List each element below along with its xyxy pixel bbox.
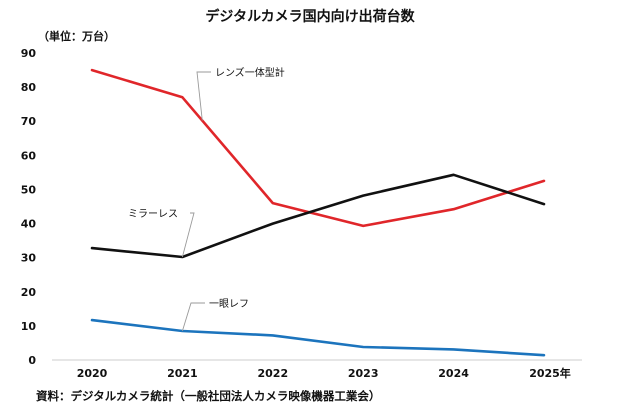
x-tick-label: 2022: [257, 367, 288, 380]
y-tick-label: 50: [21, 183, 37, 196]
y-tick-label: 60: [21, 149, 37, 162]
y-tick-label: 10: [21, 320, 37, 333]
annotation-leader-line: [181, 212, 195, 258]
y-tick-labels: 0 10 20 30 40 50 60 70 80 90: [21, 47, 37, 367]
annotation-leader-line: [181, 302, 205, 332]
y-tick-label: 90: [21, 47, 37, 60]
x-tick-label: 2025年: [529, 366, 571, 380]
series-line-2: [90, 318, 546, 357]
x-tick-label: 2023: [348, 367, 379, 380]
x-tick-labels: 2020 2021 2022 2023 2024 2025年: [77, 366, 571, 380]
y-tick-label: 20: [21, 286, 37, 299]
x-tick-label: 2021: [167, 367, 198, 380]
y-tick-label: 0: [28, 354, 36, 367]
annotation-leader-line: [196, 71, 211, 121]
source-note: 資料：デジタルカメラ統計（一般社団法人カメラ映像機器工業会）: [36, 389, 380, 403]
series-line-0: [90, 68, 546, 228]
series-lines: [90, 68, 546, 357]
series-annotation-label: ミラーレス: [128, 208, 178, 220]
series-annotation-label: レンズ一体型計: [215, 66, 285, 79]
y-tick-label: 80: [21, 81, 37, 94]
x-tick-label: 2020: [77, 367, 108, 380]
y-tick-label: 70: [21, 115, 37, 128]
series-line-1: [90, 173, 546, 259]
y-tick-label: 40: [21, 218, 37, 231]
chart-title: デジタルカメラ国内向け出荷台数: [205, 8, 415, 25]
series-annotation-label: 一眼レフ: [209, 298, 249, 310]
x-tick-label: 2024: [438, 367, 469, 380]
unit-label: （単位：万台）: [38, 29, 115, 43]
y-tick-label: 30: [21, 252, 37, 265]
